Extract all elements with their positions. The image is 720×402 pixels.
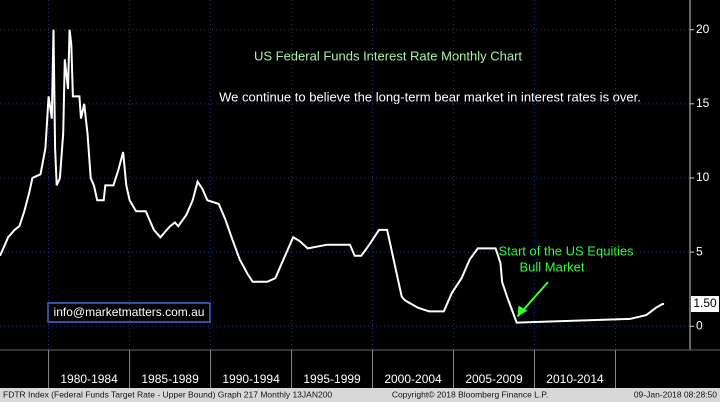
x-tick-label: 2000-2004	[384, 372, 442, 386]
x-tick-label: 1980-1984	[60, 372, 118, 386]
chart-subtitle: We continue to believe the long-term bea…	[219, 89, 641, 104]
footer-right: 09-Jan-2018 08:28:50	[634, 389, 717, 399]
x-tick-label: 2010-2014	[546, 372, 604, 386]
y-tick-label: 0	[696, 318, 703, 332]
annotation-arrowhead	[517, 305, 528, 317]
x-tick-label: 2005-2009	[465, 372, 523, 386]
chart-title: US Federal Funds Interest Rate Monthly C…	[254, 48, 522, 63]
x-tick-label: 1990-1994	[222, 372, 280, 386]
y-tick-label: 20	[696, 22, 710, 36]
annotation: Start of the US Equities	[498, 243, 634, 258]
footer-center: Copyright© 2018 Bloomberg Finance L.P.	[392, 389, 548, 399]
y-tick-label: 15	[696, 96, 710, 110]
x-tick-label: 1995-1999	[303, 372, 361, 386]
y-tick-label: 5	[696, 244, 703, 258]
footer-bar	[0, 388, 720, 402]
footer-left: FDTR Index (Federal Funds Target Rate - …	[3, 389, 332, 399]
last-value-box	[691, 296, 719, 313]
x-tick-label: 1985-1989	[141, 372, 199, 386]
data-line	[0, 29, 665, 324]
last-value-label: 1.50	[693, 296, 717, 310]
contact: info@marketmatters.com.au	[54, 305, 205, 319]
annotation: Bull Market	[519, 259, 584, 274]
contact-box	[47, 302, 211, 323]
y-tick-label: 10	[696, 170, 710, 184]
